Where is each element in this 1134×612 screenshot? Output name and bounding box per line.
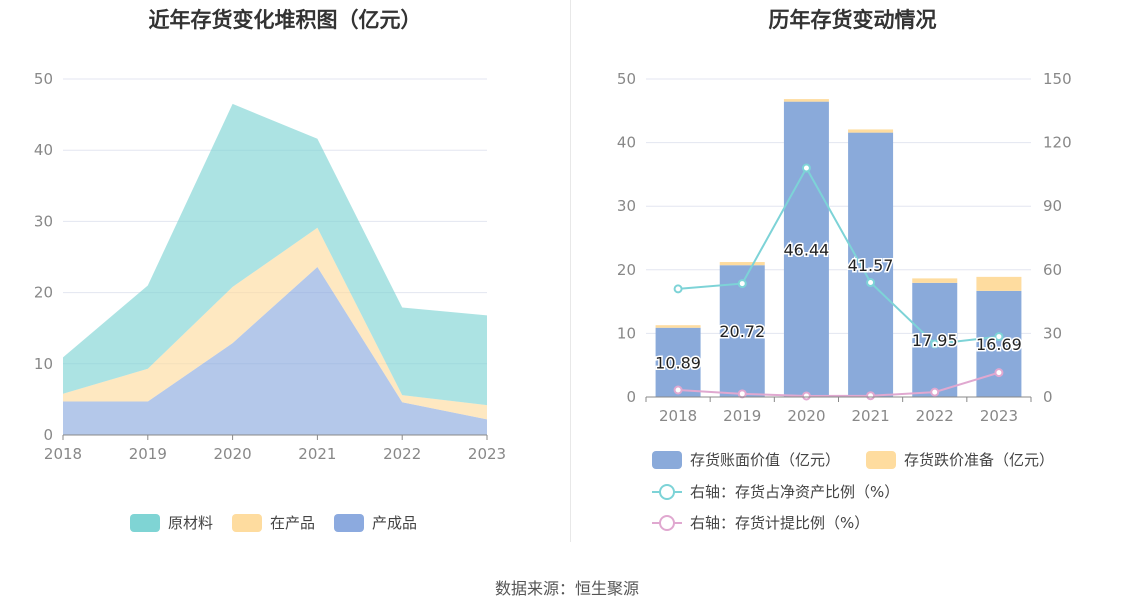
legend-swatch <box>652 450 682 469</box>
bar-impairment <box>976 276 1022 291</box>
right-bar-line-chart: 0 10 20 30 40 50 0 30 60 90 120 150 10.89 20.72 46.44 4… <box>617 70 1072 425</box>
legend-item[interactable]: 右轴：存货占净资产比例（%） <box>652 481 899 502</box>
left-chart-title: 近年存货变化堆积图（亿元） <box>148 8 422 32</box>
y-tick-label: 20 <box>617 261 636 279</box>
line-point <box>737 389 747 399</box>
x-tick-label: 2018 <box>659 407 697 425</box>
line-point <box>737 279 747 289</box>
legend-swatch <box>652 483 682 501</box>
y-tick-label: 10 <box>34 355 53 373</box>
line-point <box>801 163 811 173</box>
line-point <box>673 284 683 294</box>
legend-item[interactable]: 产成品 <box>334 512 417 533</box>
x-tick-label: 2019 <box>723 407 761 425</box>
x-tick-label: 2021 <box>298 445 336 463</box>
y-tick-label: 0 <box>43 426 53 444</box>
legend-swatch <box>652 514 682 532</box>
left-chart-panel: 近年存货变化堆积图（亿元） 0 10 20 30 40 50 2018 2019 2020 202… <box>0 0 570 545</box>
bar-book-value <box>976 290 1022 397</box>
line-series-1 <box>678 371 1000 397</box>
legend-label: 在产品 <box>270 514 316 532</box>
x-tick-label: 2020 <box>214 445 252 463</box>
y-tick-label: 30 <box>617 197 636 215</box>
line-point <box>866 391 876 401</box>
legend-swatch <box>232 513 262 532</box>
y-tick-label: 10 <box>617 324 636 342</box>
legend-item[interactable]: 存货账面价值（亿元） <box>652 449 840 470</box>
legend-item[interactable]: 存货跌价准备（亿元） <box>866 449 1054 470</box>
legend-label: 右轴：存货计提比例（%） <box>690 514 870 532</box>
right-chart-title: 历年存货变动情况 <box>768 8 937 32</box>
bar-data-label: 10.89 <box>655 353 701 372</box>
data-source-label: 数据来源：恒生聚源 <box>494 579 639 598</box>
y-tick-label: 50 <box>34 70 53 88</box>
area-在产品 <box>63 227 487 420</box>
x-tick-label: 2018 <box>44 445 82 463</box>
legend-swatch <box>334 513 364 532</box>
legend-label: 存货账面价值（亿元） <box>690 451 841 469</box>
x-tick-label: 2019 <box>129 445 167 463</box>
x-tick-label: 2022 <box>383 445 421 463</box>
y-tick-label: 0 <box>626 388 636 406</box>
line-point <box>673 385 683 395</box>
bar-book-value <box>655 327 701 397</box>
line-point <box>866 278 876 288</box>
bar-book-value <box>783 101 829 397</box>
x-tick-label: 2021 <box>851 407 889 425</box>
line-point <box>801 391 811 401</box>
bar-data-label: 20.72 <box>719 322 765 341</box>
y2-tick-label: 150 <box>1043 70 1072 88</box>
line-point <box>930 387 940 397</box>
legend-item[interactable]: 原材料 <box>130 512 213 533</box>
bar-impairment <box>719 262 765 266</box>
line-point <box>994 368 1004 378</box>
bar-impairment <box>655 325 701 328</box>
legend-swatch <box>130 513 160 532</box>
y-tick-label: 50 <box>617 70 636 88</box>
y2-tick-label: 30 <box>1043 324 1062 342</box>
legend-item[interactable]: 在产品 <box>232 512 315 533</box>
x-tick-label: 2022 <box>916 407 954 425</box>
legend-swatch <box>866 450 896 469</box>
x-tick-label: 2023 <box>468 445 506 463</box>
bar-impairment <box>848 129 894 133</box>
legend-label: 产成品 <box>372 514 418 532</box>
y2-tick-label: 120 <box>1043 134 1072 152</box>
line-series-0 <box>678 165 1000 346</box>
x-tick-label: 2020 <box>787 407 825 425</box>
y-tick-label: 20 <box>34 284 53 302</box>
y-tick-label: 30 <box>34 212 53 230</box>
area-原材料 <box>63 103 487 406</box>
legend-item[interactable]: 右轴：存货计提比例（%） <box>652 512 869 533</box>
y-tick-label: 40 <box>617 134 636 152</box>
bar-book-value <box>848 132 894 397</box>
bar-impairment <box>912 278 958 283</box>
area-产成品 <box>63 266 487 435</box>
right-chart-panel: 历年存货变动情况 0 10 20 30 40 50 0 30 60 90 120 150 10.89 20… <box>571 0 1134 545</box>
line-point <box>994 332 1004 342</box>
y2-tick-label: 0 <box>1043 388 1053 406</box>
y-tick-label: 40 <box>34 141 53 159</box>
y2-tick-label: 90 <box>1043 197 1062 215</box>
legend-label: 存货跌价准备（亿元） <box>904 451 1055 469</box>
bar-data-label: 46.44 <box>784 240 830 259</box>
legend-label: 右轴：存货占净资产比例（%） <box>690 483 900 501</box>
line-point <box>930 339 940 349</box>
panel-divider <box>570 0 571 542</box>
x-tick-label: 2023 <box>980 407 1018 425</box>
y2-tick-label: 60 <box>1043 261 1062 279</box>
bar-data-label: 17.95 <box>912 331 958 350</box>
bar-data-label: 16.69 <box>976 335 1022 354</box>
bar-impairment <box>783 99 829 102</box>
left-area-chart: 0 10 20 30 40 50 2018 2019 2020 2021 2022 2023 <box>34 70 506 463</box>
bar-data-label: 41.57 <box>848 256 894 275</box>
legend-label: 原材料 <box>168 514 214 532</box>
